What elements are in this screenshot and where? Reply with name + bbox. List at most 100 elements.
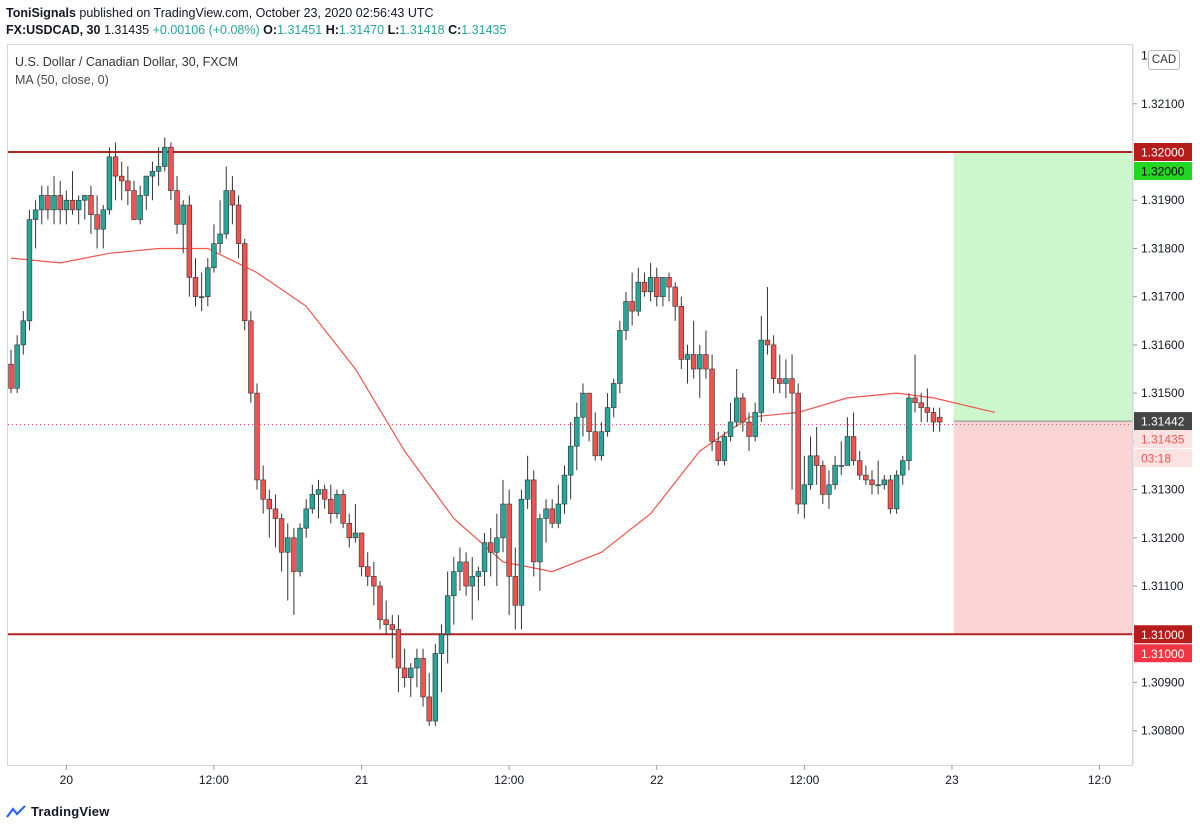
candle: [285, 523, 291, 601]
candle: [401, 648, 408, 688]
currency-badge[interactable]: CAD: [1148, 50, 1180, 70]
candle: [844, 417, 851, 466]
candle: [777, 354, 783, 394]
time-axis: 20 12:00 21 12:00 22 12:00 23 12:0: [60, 765, 1112, 787]
candle: [451, 557, 457, 625]
candle-body: [936, 416, 943, 423]
candle: [893, 470, 900, 514]
candle: [721, 431, 728, 466]
candle-body: [457, 561, 463, 572]
candle: [586, 392, 592, 442]
candle: [82, 195, 88, 220]
entry-badge: 1.31442: [1134, 412, 1192, 431]
price-tick-label: 1.: [1141, 49, 1151, 63]
candle: [254, 383, 260, 490]
candle: [112, 142, 119, 201]
candle-body: [63, 199, 70, 211]
candle: [389, 614, 395, 659]
candle-body: [733, 397, 740, 423]
candle: [235, 195, 242, 259]
publish-line: ToniSignals published on TradingView.com…: [6, 5, 506, 22]
candle-body: [506, 503, 512, 577]
footer-brand-name[interactable]: TradingView: [31, 804, 110, 820]
candle-body: [654, 277, 660, 297]
candle-body: [610, 383, 617, 408]
candle-body: [358, 532, 365, 568]
candle-body: [567, 445, 574, 476]
candle: [850, 412, 857, 466]
price-tick-label: 1.31200: [1141, 531, 1185, 545]
candle: [180, 200, 186, 254]
candle-body: [561, 474, 568, 505]
candle: [875, 460, 881, 495]
candle: [574, 402, 580, 471]
candle: [198, 272, 205, 312]
candle-body: [758, 339, 765, 413]
candle: [924, 388, 931, 423]
candle: [217, 200, 223, 254]
candle: [592, 412, 598, 461]
candle-body: [137, 195, 143, 220]
candle: [408, 663, 414, 697]
candle-body: [377, 585, 383, 621]
price-tick-label: 1.31500: [1141, 386, 1185, 400]
candle: [727, 402, 734, 442]
candle-body: [690, 354, 697, 370]
candle: [192, 258, 199, 307]
candle-body: [248, 320, 254, 394]
candle: [420, 648, 426, 707]
symbol-interval: FX:USDCAD, 30: [6, 23, 101, 37]
candle: [715, 431, 721, 466]
time-tick-label: 21: [355, 773, 369, 787]
last-price-badge-bg: [1134, 430, 1192, 449]
candle: [395, 614, 402, 693]
candle: [364, 552, 371, 587]
candle-body: [371, 576, 377, 587]
candle: [629, 272, 635, 326]
candle: [32, 200, 39, 249]
candle-body: [912, 397, 918, 404]
candle-body: [45, 195, 51, 211]
candle-body: [383, 619, 389, 625]
indicator-label[interactable]: MA (50, close, 0): [15, 73, 109, 87]
candle: [14, 335, 20, 394]
stop-loss-level-badge-bg: [1134, 625, 1192, 644]
candle: [26, 209, 33, 331]
candle: [211, 224, 217, 273]
candle: [863, 465, 869, 485]
candle-body: [586, 392, 592, 433]
candle: [469, 557, 475, 620]
stop-badge-bg: [1134, 644, 1192, 663]
candle-body: [401, 667, 408, 678]
target-badge: 1.32000: [1134, 162, 1192, 180]
candle-body: [666, 277, 672, 288]
publisher-name[interactable]: ToniSignals: [6, 6, 76, 20]
publish-info: published on TradingView.com, October 23…: [75, 6, 434, 20]
footer-brand: TradingView: [6, 803, 110, 819]
candle: [266, 489, 272, 538]
candle-body: [672, 286, 678, 307]
candle-body: [592, 431, 598, 457]
candle: [174, 176, 180, 234]
candle: [500, 479, 506, 553]
candle-body: [887, 479, 894, 510]
candle-body: [721, 436, 728, 461]
stop-loss-level-badge-label: 1.31000: [1141, 628, 1185, 642]
candle: [598, 422, 605, 461]
candle: [20, 311, 26, 355]
candle-body: [838, 465, 844, 467]
candle-body: [278, 518, 285, 553]
candle-body: [143, 175, 149, 196]
candle: [119, 161, 125, 201]
candle-body: [832, 465, 838, 486]
time-tick-label: 12:0: [1088, 773, 1112, 787]
candle-body: [297, 527, 303, 572]
candle: [229, 176, 236, 225]
candle: [51, 176, 57, 225]
candle-body: [795, 392, 801, 505]
candle: [740, 393, 746, 432]
time-tick-label: 12:00: [494, 773, 524, 787]
candle: [567, 422, 574, 500]
candle-body: [438, 633, 445, 654]
